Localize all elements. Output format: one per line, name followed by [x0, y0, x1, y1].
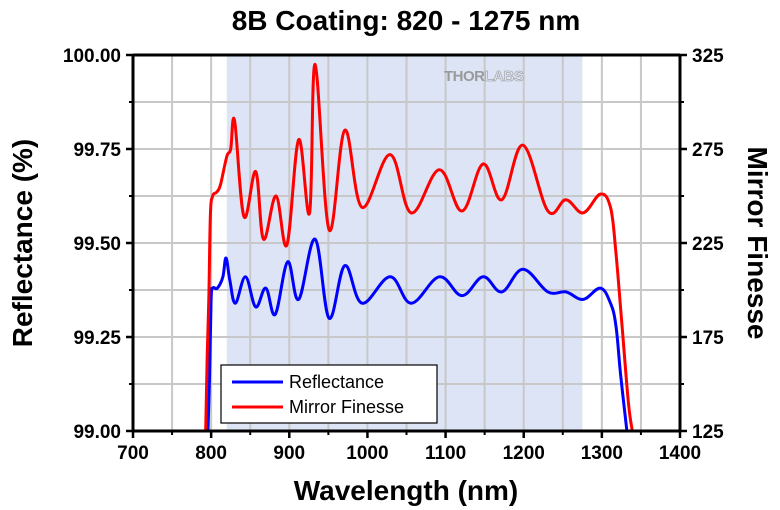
plot-area: THORLABS Reflectance Mirror Finesse: [133, 55, 680, 432]
legend-box: [220, 364, 438, 424]
y2-tick-label: 125: [692, 422, 724, 443]
y2-tick-label: 325: [692, 46, 724, 67]
x-tick-label: 1400: [659, 443, 701, 464]
legend: Reflectance Mirror Finesse: [220, 364, 438, 424]
x-tick-label: 800: [195, 443, 227, 464]
watermark-text: THORLABS: [444, 68, 524, 85]
chart-title: 8B Coating: 820 - 1275 nm: [232, 5, 581, 36]
x-tick-label: 1100: [425, 443, 466, 464]
x-axis-label: Wavelength (nm): [294, 475, 519, 506]
x-tick-label: 900: [273, 443, 305, 464]
series-lines: [204, 62, 634, 432]
y-tick-label: 99.50: [73, 234, 121, 255]
x-tick-label: 1200: [503, 443, 545, 464]
x-tick-label: 1000: [346, 443, 388, 464]
x-tick-label: 1300: [581, 443, 623, 464]
series-line-reflectance: [206, 237, 629, 432]
y-tick-label: 99.00: [73, 422, 121, 443]
thorlabs-watermark: THORLABS: [444, 68, 525, 86]
y-tick-label: 99.75: [73, 140, 121, 161]
y-tick-label: 99.25: [73, 328, 121, 349]
series-line-mirror-finesse: [204, 62, 634, 432]
y-tick-label: 100.00: [63, 46, 121, 67]
grid: [133, 55, 680, 431]
y2-tick-label: 275: [692, 140, 724, 161]
y2-axis-label: Mirror Finesse: [742, 147, 773, 340]
legend-label-finesse: Mirror Finesse: [289, 397, 404, 417]
y2-tick-label: 225: [692, 234, 724, 255]
watermark-light: LABS: [485, 68, 524, 85]
y-axis-label: Reflectance (%): [7, 139, 38, 348]
ticks: 700 800 900 1000 1100 1200 1300 1400 99.00 99.25 9…: [63, 46, 724, 464]
x-tick-label: 700: [117, 443, 149, 464]
watermark-bold: THOR: [444, 68, 485, 85]
legend-label-reflectance: Reflectance: [289, 372, 384, 392]
y2-tick-label: 175: [692, 328, 724, 349]
